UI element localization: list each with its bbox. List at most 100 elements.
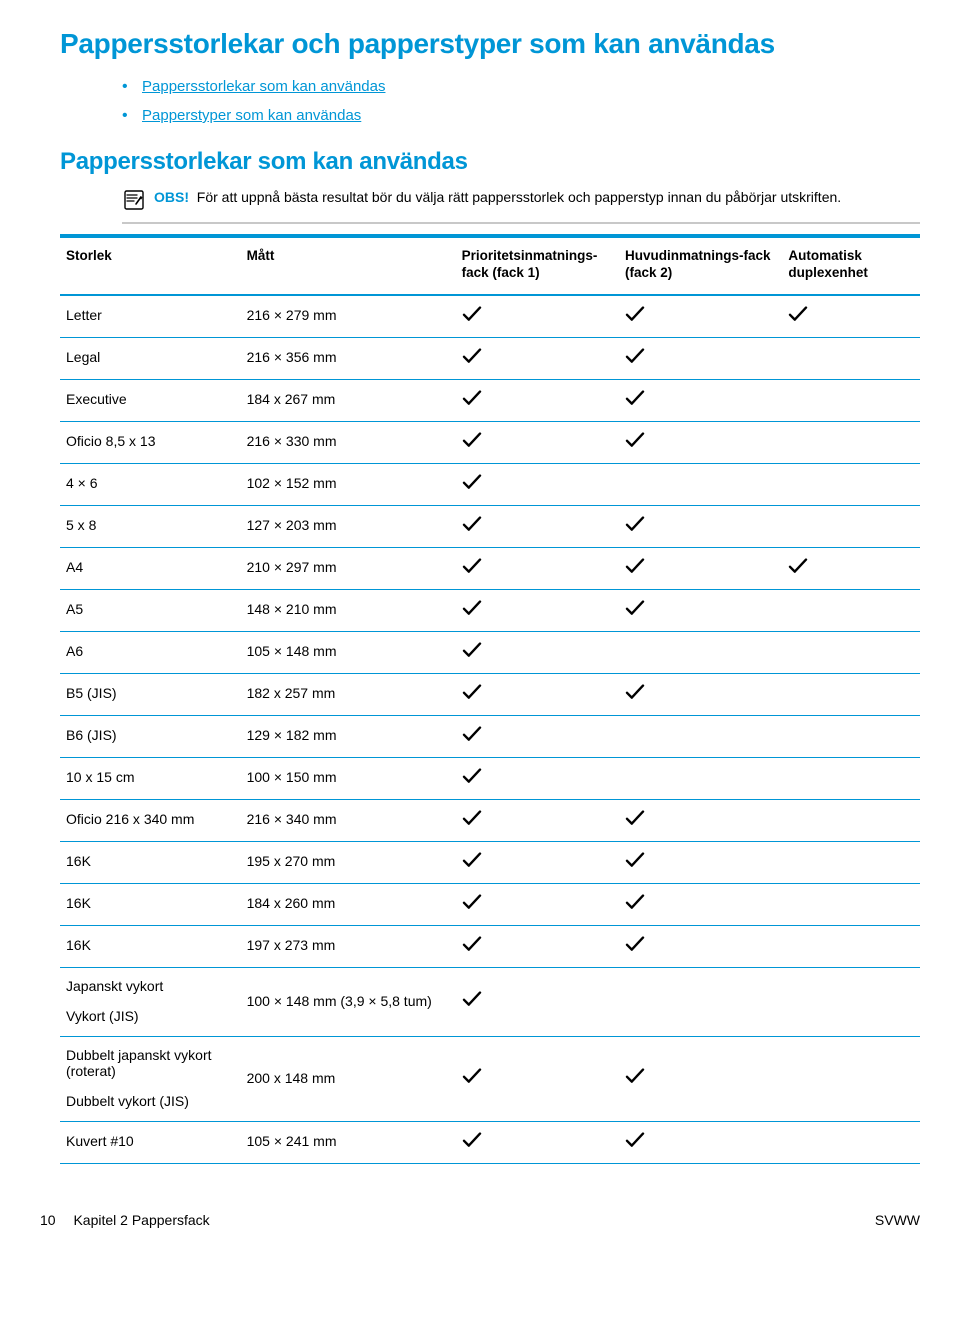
cell-check xyxy=(619,379,782,421)
cell-check xyxy=(619,295,782,338)
check-icon xyxy=(462,810,482,826)
check-icon xyxy=(462,991,482,1007)
cell-check xyxy=(782,505,920,547)
cell-size: 16K xyxy=(60,841,241,883)
cell-check xyxy=(456,841,619,883)
cell-size: 4 × 6 xyxy=(60,463,241,505)
check-icon xyxy=(625,1132,645,1148)
footer-chapter: Kapitel 2 Pappersfack xyxy=(73,1212,209,1228)
page-footer: 10 Kapitel 2 Pappersfack SVWW xyxy=(0,1184,960,1248)
check-icon xyxy=(788,558,808,574)
cell-check xyxy=(456,925,619,967)
cell-dim: 195 x 270 mm xyxy=(241,841,456,883)
check-icon xyxy=(462,1132,482,1148)
check-icon xyxy=(625,348,645,364)
table-row: 5 x 8127 × 203 mm xyxy=(60,505,920,547)
check-icon xyxy=(625,684,645,700)
check-icon xyxy=(462,642,482,658)
cell-check xyxy=(456,1121,619,1163)
table-row: Letter216 × 279 mm xyxy=(60,295,920,338)
cell-check xyxy=(619,631,782,673)
check-icon xyxy=(462,306,482,322)
th-priority: Prioritetsinmatnings-fack (fack 1) xyxy=(456,236,619,295)
check-icon xyxy=(625,306,645,322)
cell-size: Kuvert #10 xyxy=(60,1121,241,1163)
table-row: A6105 × 148 mm xyxy=(60,631,920,673)
link-paper-sizes[interactable]: Pappersstorlekar som kan användas xyxy=(142,78,385,95)
cell-check xyxy=(782,337,920,379)
th-dim: Mått xyxy=(241,236,456,295)
table-row: Legal216 × 356 mm xyxy=(60,337,920,379)
cell-check xyxy=(619,505,782,547)
cell-check xyxy=(456,883,619,925)
check-icon xyxy=(462,516,482,532)
check-icon xyxy=(788,306,808,322)
cell-check xyxy=(782,547,920,589)
check-icon xyxy=(625,810,645,826)
table-header-row: Storlek Mått Prioritetsinmatnings-fack (… xyxy=(60,236,920,295)
footer-page-number: 10 xyxy=(40,1212,56,1228)
cell-check xyxy=(782,631,920,673)
cell-check xyxy=(782,841,920,883)
cell-size: 10 x 15 cm xyxy=(60,757,241,799)
check-icon xyxy=(625,432,645,448)
check-icon xyxy=(462,432,482,448)
cell-dim: 182 x 257 mm xyxy=(241,673,456,715)
table-row: Executive184 x 267 mm xyxy=(60,379,920,421)
cell-dim: 216 × 356 mm xyxy=(241,337,456,379)
cell-check xyxy=(619,421,782,463)
check-icon xyxy=(462,894,482,910)
cell-dim: 210 × 297 mm xyxy=(241,547,456,589)
cell-check xyxy=(619,841,782,883)
cell-check xyxy=(619,757,782,799)
cell-size: B5 (JIS) xyxy=(60,673,241,715)
check-icon xyxy=(625,852,645,868)
cell-check xyxy=(782,295,920,338)
cell-check xyxy=(619,547,782,589)
table-row: 10 x 15 cm100 × 150 mm xyxy=(60,757,920,799)
cell-check xyxy=(456,505,619,547)
cell-dim: 197 x 273 mm xyxy=(241,925,456,967)
cell-check xyxy=(782,757,920,799)
check-icon xyxy=(625,558,645,574)
cell-size: Dubbelt japanskt vykort (roterat)Dubbelt… xyxy=(60,1036,241,1121)
note-box: OBS! För att uppnå bästa resultat bör du… xyxy=(122,188,920,224)
cell-size: Japanskt vykortVykort (JIS) xyxy=(60,967,241,1036)
th-main: Huvudinmatnings-fack (fack 2) xyxy=(619,236,782,295)
cell-size-sub: Vykort (JIS) xyxy=(66,1008,235,1024)
cell-dim: 105 × 148 mm xyxy=(241,631,456,673)
table-row: 16K184 x 260 mm xyxy=(60,883,920,925)
cell-dim: 127 × 203 mm xyxy=(241,505,456,547)
footer-right: SVWW xyxy=(875,1212,920,1228)
cell-check xyxy=(456,337,619,379)
cell-check xyxy=(456,1036,619,1121)
th-duplex: Automatisk duplexenhet xyxy=(782,236,920,295)
cell-dim: 216 × 330 mm xyxy=(241,421,456,463)
cell-size-sub: Dubbelt vykort (JIS) xyxy=(66,1093,235,1109)
cell-check xyxy=(456,673,619,715)
cell-check xyxy=(456,757,619,799)
link-paper-types[interactable]: Papperstyper som kan användas xyxy=(142,107,361,124)
table-row: B6 (JIS)129 × 182 mm xyxy=(60,715,920,757)
cell-check xyxy=(456,379,619,421)
cell-check xyxy=(456,967,619,1036)
cell-size: Oficio 8,5 x 13 xyxy=(60,421,241,463)
check-icon xyxy=(462,348,482,364)
cell-check xyxy=(456,421,619,463)
table-row: Japanskt vykortVykort (JIS)100 × 148 mm … xyxy=(60,967,920,1036)
table-row: B5 (JIS)182 x 257 mm xyxy=(60,673,920,715)
cell-check xyxy=(619,1036,782,1121)
cell-dim: 100 × 148 mm (3,9 × 5,8 tum) xyxy=(241,967,456,1036)
check-icon xyxy=(625,936,645,952)
cell-check xyxy=(782,1121,920,1163)
cell-size: A4 xyxy=(60,547,241,589)
cell-size: 16K xyxy=(60,925,241,967)
cell-check xyxy=(456,715,619,757)
cell-check xyxy=(782,589,920,631)
check-icon xyxy=(462,726,482,742)
cell-dim: 100 × 150 mm xyxy=(241,757,456,799)
cell-check xyxy=(782,967,920,1036)
cell-size: B6 (JIS) xyxy=(60,715,241,757)
cell-check xyxy=(782,421,920,463)
cell-size: Legal xyxy=(60,337,241,379)
